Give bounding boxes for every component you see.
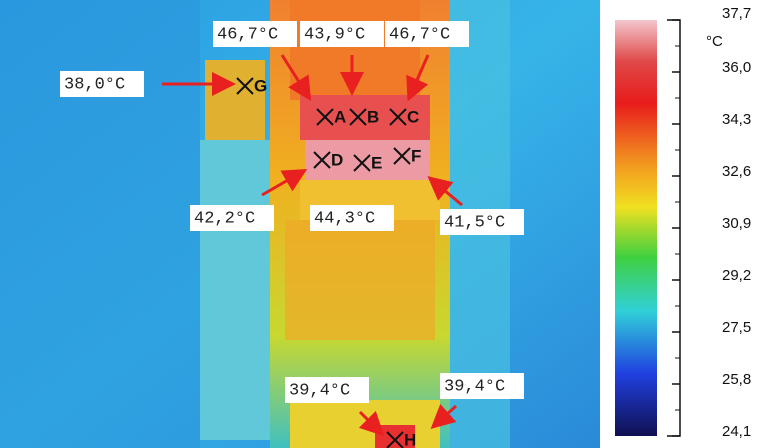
scale-tick-label: 25,8	[722, 371, 751, 388]
temperature-label-box	[213, 21, 297, 47]
marker-letter: H	[404, 430, 416, 448]
temperature-label: 42,2°C	[194, 209, 255, 228]
marker-letter: F	[411, 146, 421, 165]
cross-marker	[313, 151, 331, 169]
temperature-label: 43,9°C	[304, 25, 365, 44]
cross-marker	[386, 431, 404, 448]
temperature-label-box	[440, 209, 524, 235]
temperature-label: 46,7°C	[217, 25, 278, 44]
temperature-label: 41,5°C	[444, 213, 505, 232]
marker-letter: G	[254, 76, 267, 95]
marker-letter: D	[331, 150, 343, 169]
scale-tick-label: 32,6	[722, 163, 751, 180]
temperature-label-box	[190, 205, 274, 231]
temperature-label-box	[385, 21, 469, 47]
marker-letter: C	[407, 107, 419, 126]
scale-tick-label: 24,1	[722, 423, 751, 440]
scale-tick-label: 37,7	[722, 5, 751, 22]
marker-letter: A	[334, 107, 346, 126]
marker-letter: E	[371, 153, 382, 172]
scale-tick-label: 27,5	[722, 319, 751, 336]
scale-unit: °C	[706, 33, 723, 50]
temperature-label-box	[310, 205, 394, 231]
temperature-label-box	[285, 377, 369, 403]
scale-tick-label: 29,2	[722, 267, 751, 284]
cross-marker	[389, 108, 407, 126]
temperature-label-box	[60, 71, 144, 97]
color-bar	[615, 20, 657, 436]
cross-marker	[316, 108, 334, 126]
cross-marker	[353, 154, 371, 172]
temperature-label-box	[440, 373, 524, 399]
temperature-label-box	[300, 21, 384, 47]
temperature-label: 38,0°C	[64, 75, 125, 94]
scale-tick-label: 36,0	[722, 59, 751, 76]
scale-tick-label: 34,3	[722, 111, 751, 128]
cross-marker	[349, 108, 367, 126]
scale-tick-label: 30,9	[722, 215, 751, 232]
marker-letter: B	[367, 107, 379, 126]
temperature-label: 46,7°C	[389, 25, 450, 44]
temperature-label: 39,4°C	[289, 381, 350, 400]
temperature-label: 39,4°C	[444, 377, 505, 396]
temperature-label: 44,3°C	[314, 209, 375, 228]
arrows	[162, 54, 463, 437]
cross-marker	[393, 147, 411, 165]
cross-marker	[236, 77, 254, 95]
